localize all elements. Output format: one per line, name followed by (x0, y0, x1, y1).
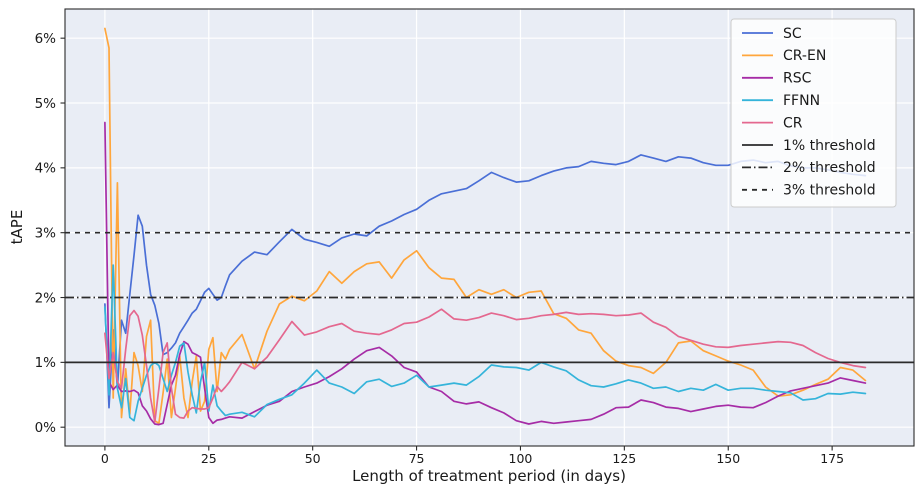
legend-label: 3% threshold (783, 183, 876, 199)
legend-label: CR (783, 115, 803, 131)
x-tick-label: 175 (820, 451, 844, 466)
legend-item-2-threshold: 2% threshold (742, 160, 876, 176)
x-tick-label: 150 (716, 451, 740, 466)
series-line-CR (104, 308, 867, 423)
threshold-lines (65, 231, 914, 364)
legend-item-SC: SC (742, 26, 802, 42)
legend-label: 2% threshold (783, 160, 876, 176)
y-tick-label: 3% (35, 225, 57, 241)
legend-item-CR: CR (742, 115, 803, 131)
legend-label: SC (783, 26, 802, 42)
legend-item-RSC: RSC (742, 71, 812, 87)
x-tick-label: 25 (201, 451, 217, 466)
legend-label: CR-EN (783, 48, 826, 64)
legend-box (730, 18, 897, 208)
y-tick-label: 0% (35, 420, 57, 436)
legend-item-FFNN: FFNN (742, 93, 820, 109)
series-line-SC (104, 154, 867, 409)
x-tick-label: 125 (612, 451, 636, 466)
x-tick-label: 0 (101, 451, 109, 466)
legend: SC CR-EN RSC FFNN CR 1% threshold 2% threshold… (730, 18, 897, 208)
series-line-CR-EN (104, 27, 867, 425)
x-tick-label: 50 (305, 451, 321, 466)
y-tick-label: 1% (35, 355, 57, 371)
legend-label: 1% threshold (783, 138, 876, 154)
plot-border (64, 8, 915, 447)
series-lines (104, 27, 867, 426)
legend-item-1-threshold: 1% threshold (742, 138, 876, 154)
legend-label: FFNN (783, 93, 820, 109)
y-tick-label: 6% (35, 31, 57, 47)
axes-spines (64, 8, 915, 447)
series-line-RSC (104, 121, 867, 426)
y-tick-label: 2% (35, 290, 57, 306)
axis-ticks: 0 25 50 75 100 125 150 175 0% 1% 2% 3% 4% 5% 6% (35, 31, 844, 466)
y-tick-label: 4% (35, 161, 57, 177)
x-tick-label: 75 (409, 451, 425, 466)
y-tick-label: 5% (35, 96, 57, 112)
y-axis-label: tAPE (8, 210, 26, 245)
x-tick-label: 100 (509, 451, 533, 466)
legend-item-CR-EN: CR-EN (742, 48, 826, 64)
x-axis-label: Length of treatment period (in days) (352, 467, 626, 485)
legend-item-3-threshold: 3% threshold (742, 183, 876, 199)
legend-label: RSC (783, 71, 812, 87)
